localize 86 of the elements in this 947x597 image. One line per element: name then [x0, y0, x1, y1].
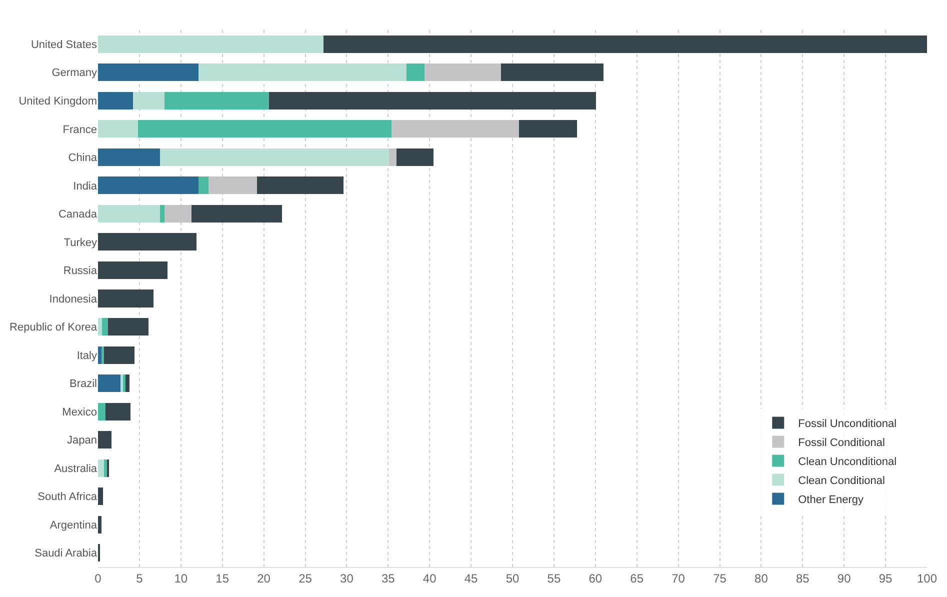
y-tick-label: Argentina: [50, 519, 98, 532]
bar: [164, 92, 269, 110]
bar: [160, 204, 164, 222]
legend-label: Fossil Unconditional: [798, 418, 897, 430]
bar: [98, 488, 103, 506]
bar: [192, 204, 282, 222]
legend-label: Clean Unconditional: [798, 456, 897, 468]
y-tick-label: Mexico: [62, 406, 97, 418]
bar: [98, 290, 154, 308]
y-tick-label: Japan: [67, 434, 97, 447]
bar: [500, 64, 604, 82]
bar: [323, 35, 927, 53]
x-tick-label: 10: [174, 571, 188, 586]
bar: [98, 431, 112, 449]
bar: [388, 148, 396, 166]
bar: [257, 176, 344, 194]
legend-label: Other Energy: [798, 494, 864, 506]
bar: [98, 176, 198, 194]
bar: [406, 64, 425, 82]
bar: [198, 64, 406, 82]
x-tick-label: 20: [257, 571, 271, 586]
x-tick-label: 90: [837, 571, 852, 586]
x-tick-label: 85: [796, 571, 810, 586]
bar: [104, 459, 108, 477]
bar: [198, 176, 208, 194]
bar: [396, 148, 434, 166]
legend-label: Fossil Conditional: [798, 437, 885, 450]
bar: [132, 92, 164, 110]
y-tick-label: Russia: [63, 265, 98, 278]
bar: [101, 346, 104, 364]
y-tick-label: Saudi Arabia: [34, 548, 98, 560]
y-tick-label: Canada: [58, 208, 98, 221]
y-tick-label: United States: [30, 38, 98, 51]
x-tick-label: 60: [588, 571, 602, 586]
bar: [98, 516, 102, 534]
x-tick-label: 80: [754, 571, 768, 586]
bar: [98, 374, 120, 392]
bar: [98, 233, 197, 251]
x-tick-label: 70: [672, 571, 686, 586]
x-tick-label: 95: [878, 571, 893, 586]
x-tick-label: 100: [916, 571, 938, 586]
y-tick-label: Australia: [54, 462, 98, 475]
y-tick-label: Germany: [52, 67, 98, 80]
x-tick-label: 65: [630, 571, 644, 586]
bar: [160, 148, 389, 166]
bar: [98, 35, 324, 53]
y-tick-label: Republic of Korea: [10, 322, 98, 334]
bar: [98, 318, 102, 336]
bar: [98, 261, 168, 279]
y-tick-label: India: [73, 180, 98, 192]
bar: [98, 459, 104, 477]
bar: [98, 64, 198, 82]
x-tick-label: 0: [94, 571, 102, 586]
x-tick-label: 35: [381, 571, 396, 586]
bar: [102, 318, 108, 336]
bar: [98, 92, 133, 110]
bar: [98, 402, 106, 420]
x-tick-label: 55: [547, 571, 561, 586]
y-tick-label: Indonesia: [49, 293, 98, 306]
y-tick-label: France: [62, 124, 97, 136]
y-tick-label: Italy: [76, 350, 98, 362]
bar: [98, 346, 102, 364]
y-tick-label: South Africa: [38, 491, 98, 504]
y-tick-label: China: [68, 152, 98, 164]
bar: [138, 120, 392, 138]
bar: [105, 402, 130, 420]
bar: [268, 92, 596, 110]
x-tick-label: 30: [340, 571, 354, 586]
bar: [108, 318, 149, 336]
y-tick-label: Turkey: [64, 236, 98, 249]
x-tick-label: 40: [422, 571, 437, 586]
x-tick-label: 15: [216, 571, 230, 586]
y-tick-label: United Kingdom: [18, 96, 97, 108]
x-tick-label: 5: [136, 571, 144, 586]
x-tick-label: 50: [506, 571, 520, 586]
y-tick-label: Brazil: [69, 378, 97, 390]
x-tick-label: 75: [713, 571, 727, 586]
bar: [98, 148, 160, 166]
legend-label: Clean Conditional: [798, 475, 885, 488]
bar: [519, 120, 578, 138]
bar: [104, 346, 134, 364]
bar: [98, 120, 138, 138]
x-tick-label: 25: [298, 571, 312, 586]
bar: [125, 374, 130, 392]
x-tick-label: 45: [464, 571, 478, 586]
bar: [98, 204, 160, 222]
